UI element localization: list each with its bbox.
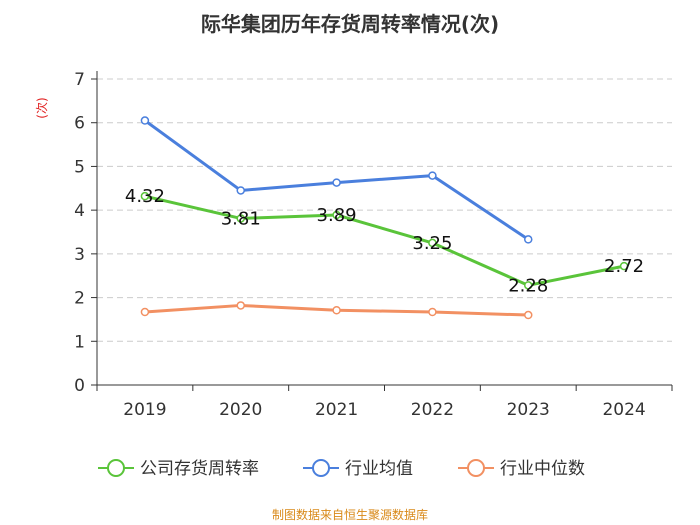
x-tick-label: 2021 — [315, 400, 358, 420]
y-tick-label: 0 — [74, 376, 85, 396]
x-tick-label: 2020 — [219, 400, 262, 420]
data-point — [428, 238, 437, 248]
data-label: 3.89 — [317, 205, 357, 226]
y-tick-label: 3 — [74, 245, 85, 265]
legend: 公司存货周转率 行业均值 行业中位数 — [98, 459, 585, 479]
legend-marker — [107, 459, 125, 477]
y-tick-label: 5 — [74, 157, 85, 177]
series-company: 4.32 3.81 3.89 3.25 2.28 2.72 — [125, 186, 644, 296]
data-label: 2.28 — [508, 275, 548, 296]
data-point — [140, 116, 150, 125]
series-industry_median — [140, 301, 533, 320]
legend-label: 公司存货周转率 — [140, 459, 259, 479]
x-tick-label: 2019 — [123, 400, 166, 420]
data-point — [428, 171, 437, 180]
data-point — [236, 214, 245, 223]
data-point — [140, 307, 150, 317]
data-point — [428, 307, 437, 317]
source-note: 制图数据来自恒生聚源数据库 — [271, 508, 428, 522]
y-tick-label: 7 — [74, 70, 85, 90]
data-point — [524, 235, 533, 244]
data-point — [332, 210, 341, 220]
data-point — [619, 261, 629, 271]
grid-lines — [97, 78, 672, 342]
legend-marker — [467, 459, 485, 477]
legend-marker — [312, 459, 330, 477]
data-point — [524, 281, 533, 290]
data-label: 3.25 — [412, 233, 452, 254]
series-lines: 4.32 3.81 3.89 3.25 2.28 2.72 — [125, 116, 644, 320]
data-point — [332, 178, 341, 187]
y-tick-label: 6 — [74, 114, 85, 134]
x-tick-label: 2022 — [411, 400, 454, 420]
data-point — [140, 191, 150, 201]
x-tick-label: 2024 — [602, 400, 645, 420]
legend-item-company[interactable]: 公司存货周转率 — [98, 459, 259, 479]
y-tick-label: 4 — [74, 201, 85, 221]
data-label: 4.32 — [125, 186, 165, 207]
y-axis-label: (次) — [35, 97, 49, 118]
legend-label: 行业中位数 — [500, 459, 585, 479]
x-tick-label: 2023 — [507, 400, 550, 420]
y-tick-label: 1 — [74, 332, 85, 352]
legend-label: 行业均值 — [345, 459, 413, 479]
data-point — [236, 301, 245, 310]
data-point — [524, 310, 533, 320]
legend-item-industry_median[interactable]: 行业中位数 — [458, 459, 585, 479]
legend-item-industry_avg[interactable]: 行业均值 — [303, 459, 413, 479]
y-ticks: 0 1 2 3 4 5 6 7 — [74, 70, 97, 396]
data-point — [236, 186, 245, 195]
series-line — [144, 194, 625, 287]
data-point — [332, 305, 341, 315]
data-label: 3.81 — [221, 208, 261, 229]
y-tick-label: 2 — [74, 289, 85, 309]
chart-title: 际华集团历年存货周转率情况(次) — [200, 12, 500, 36]
data-label: 2.72 — [604, 256, 644, 277]
series-industry_avg — [140, 116, 533, 244]
x-ticks: 2019 2020 2021 2022 2023 2024 — [96, 385, 673, 420]
